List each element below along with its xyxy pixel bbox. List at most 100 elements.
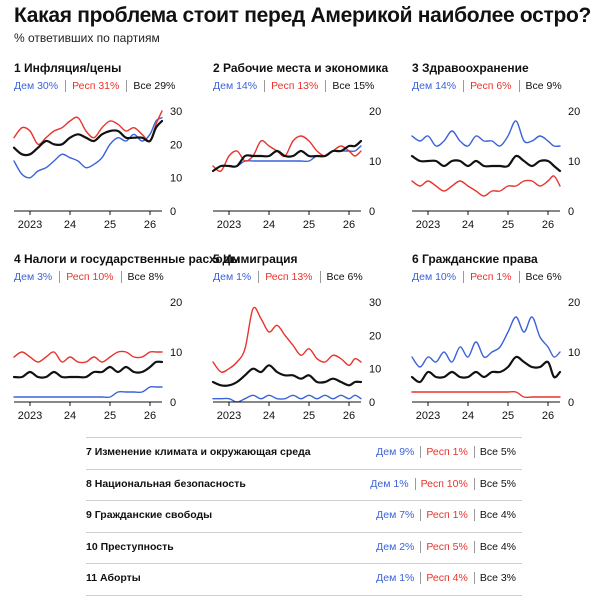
y-tick-label: 0 (369, 397, 375, 409)
legend-all: Все 6% (525, 271, 562, 283)
value-all: Все 4% (479, 509, 516, 521)
legend-dem: Дем 14% (412, 80, 465, 92)
legend-all: Все 9% (525, 80, 562, 92)
value-rep: Респ 5% (426, 540, 475, 553)
legend-all: Все 8% (127, 271, 164, 283)
series-line-all (410, 154, 562, 173)
y-tick-label: 20 (369, 330, 381, 342)
legend-rep: Респ 10% (66, 271, 122, 283)
y-tick-label: 10 (369, 156, 381, 168)
issue-label: 10 Преступность (86, 540, 174, 553)
x-tick-label: 2023 (416, 219, 440, 231)
y-tick-label: 20 (568, 297, 580, 309)
x-tick-label: 26 (343, 219, 355, 231)
panel-title: 4 Налоги и государственные расходы (14, 252, 241, 266)
y-tick-label: 30 (170, 106, 182, 118)
y-tick-label: 10 (170, 347, 182, 359)
x-tick-label: 24 (263, 410, 275, 422)
chart-panel-healthcare: 3 Здравоохранение Дем 14% Респ 6% Все 9% 2… (408, 61, 596, 241)
issue-label: 7 Изменение климата и окружающая среда (86, 446, 311, 458)
x-tick-label: 24 (64, 219, 76, 231)
series-line-dem (411, 120, 561, 148)
line-chart-taxes: 20 10 0 2023 24 25 26 (12, 297, 182, 422)
value-dem: Дем 9% (376, 446, 422, 458)
y-tick-label: 20 (170, 297, 182, 309)
panel-legend: Дем 30% Респ 31% Все 29% (14, 80, 188, 92)
x-tick-label: 24 (64, 410, 76, 422)
legend-rep: Респ 13% (271, 80, 327, 92)
series-line-rep (13, 350, 163, 364)
series-line-rep (13, 110, 163, 146)
series-line-all (211, 139, 363, 173)
y-tick-label: 10 (568, 156, 580, 168)
legend-all: Все 29% (133, 80, 176, 92)
legend-rep: Респ 1% (470, 271, 520, 283)
x-tick-label: 25 (303, 410, 315, 422)
chart-panel-inflation: 1 Инфляция/цены Дем 30% Респ 31% Все 29% 3… (10, 61, 198, 241)
value-all: Все 5% (479, 446, 516, 458)
legend-dem: Дем 10% (412, 271, 465, 283)
value-dem: Дем 7% (376, 509, 422, 521)
series-line-dem (13, 117, 163, 179)
value-all: Все 5% (479, 477, 516, 490)
y-tick-label: 0 (369, 206, 375, 218)
x-tick-label: 24 (462, 219, 474, 231)
issue-values: Дем 2% Респ 5% Все 4% (376, 540, 516, 553)
x-tick-label: 2023 (416, 410, 440, 422)
y-tick-label: 0 (568, 206, 574, 218)
chart-panel-taxes: 4 Налоги и государственные расходы Дем 3… (10, 252, 240, 432)
series-line-all (211, 364, 363, 387)
value-rep: Респ 4% (426, 572, 475, 584)
line-chart-immigration: 30 20 10 0 2023 24 25 26 (211, 297, 381, 422)
series-line-rep (411, 175, 561, 197)
table-row: 11 Аборты Дем 1% Респ 4% Все 3% (86, 563, 522, 596)
chart-panel-immigration: 5 Иммиграция Дем 1% Респ 13% Все 6% 30 20 10… (209, 252, 397, 432)
panel-legend: Дем 3% Респ 10% Все 8% (14, 271, 177, 283)
series-line-all (12, 360, 164, 379)
x-tick-label: 25 (104, 219, 116, 231)
y-tick-label: 10 (568, 347, 580, 359)
page-subtitle: % ответивших по партиям (14, 31, 160, 45)
table-row: 7 Изменение климата и окружающая среда Д… (86, 437, 522, 469)
legend-dem: Дем 3% (14, 271, 61, 283)
x-tick-label: 24 (462, 410, 474, 422)
y-tick-label: 30 (369, 297, 381, 309)
table-row: 10 Преступность Дем 2% Респ 5% Все 4% (86, 531, 522, 564)
legend-dem: Дем 30% (14, 80, 67, 92)
page-title: Какая проблема стоит перед Америкой наиб… (14, 4, 592, 27)
series-line-dem (212, 394, 362, 403)
x-tick-label: 26 (144, 410, 156, 422)
x-tick-label: 24 (263, 219, 275, 231)
line-chart-economy: 20 10 0 2023 24 25 26 (211, 106, 381, 231)
x-tick-label: 2023 (217, 219, 241, 231)
series-line-all (12, 119, 164, 157)
x-tick-label: 26 (542, 410, 554, 422)
value-rep: Респ 10% (421, 477, 475, 490)
panel-legend: Дем 14% Респ 6% Все 9% (412, 80, 575, 92)
y-tick-label: 0 (170, 206, 176, 218)
issue-values: Дем 1% Респ 10% Все 5% (370, 477, 516, 490)
legend-all: Все 15% (332, 80, 375, 92)
x-tick-label: 25 (303, 219, 315, 231)
y-tick-label: 20 (369, 106, 381, 118)
x-tick-label: 2023 (217, 410, 241, 422)
y-tick-label: 20 (170, 139, 182, 151)
table-row: 9 Гражданские свободы Дем 7% Респ 1% Все 4… (86, 500, 522, 532)
y-tick-label: 10 (170, 173, 182, 185)
legend-rep: Респ 31% (72, 80, 128, 92)
series-line-rep (212, 135, 362, 172)
issue-values: Дем 9% Респ 1% Все 5% (376, 446, 516, 458)
series-line-rep (212, 306, 362, 373)
y-tick-label: 20 (568, 106, 580, 118)
chart-panel-economy: 2 Рабочие места и экономика Дем 14% Респ … (209, 61, 397, 241)
y-tick-label: 10 (369, 364, 381, 376)
legend-all: Все 6% (326, 271, 363, 283)
issue-label: 9 Гражданские свободы (86, 509, 213, 521)
series-line-rep (411, 390, 561, 399)
value-rep: Респ 1% (426, 446, 475, 458)
value-dem: Дем 1% (376, 572, 422, 584)
x-tick-label: 25 (502, 410, 514, 422)
x-tick-label: 2023 (18, 219, 42, 231)
y-tick-label: 0 (568, 397, 574, 409)
x-tick-label: 25 (104, 410, 116, 422)
